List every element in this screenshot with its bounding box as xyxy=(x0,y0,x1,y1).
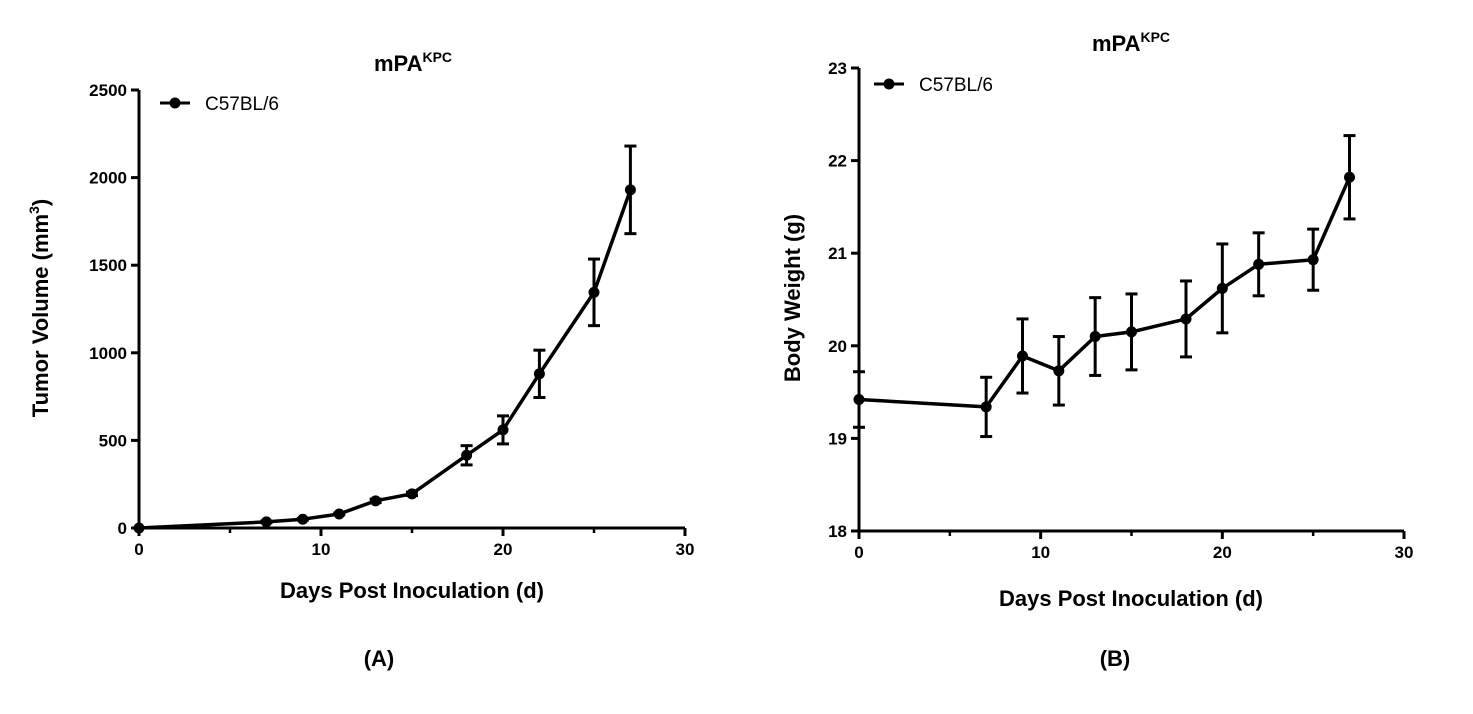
y-tick-label: 0 xyxy=(118,519,127,538)
data-point xyxy=(297,513,309,525)
data-point xyxy=(333,508,345,520)
data-point xyxy=(260,516,272,528)
chart-title: mPAKPC xyxy=(1092,29,1170,56)
y-tick-label: 23 xyxy=(828,59,847,78)
data-point xyxy=(980,401,992,413)
x-tick-label: 0 xyxy=(854,543,863,562)
legend-marker xyxy=(883,78,895,90)
data-point xyxy=(1344,171,1355,183)
y-tick-label: 20 xyxy=(828,337,847,356)
x-tick-label: 10 xyxy=(1031,543,1050,562)
y-tick-label: 22 xyxy=(828,152,847,171)
panel-label: (A) xyxy=(364,646,395,671)
y-tick-label: 19 xyxy=(828,429,847,448)
panel-label: (B) xyxy=(1100,646,1131,671)
series-line xyxy=(138,189,633,530)
series-line xyxy=(858,176,1352,409)
y-tick-label: 2500 xyxy=(89,81,127,100)
x-axis-label: Days Post Inoculation (d) xyxy=(999,586,1263,611)
y-tick-label: 1500 xyxy=(89,256,127,275)
data-point xyxy=(1017,350,1028,362)
legend: C57BL/6 xyxy=(160,94,279,115)
legend-label: C57BL/6 xyxy=(919,75,993,96)
y-tick-label: 2000 xyxy=(89,169,127,188)
data-point xyxy=(624,184,636,196)
x-tick-label: 30 xyxy=(1395,543,1414,562)
data-point xyxy=(533,368,545,380)
chart-panel-b: mPAKPC Body Weight (g) Days Post Inocula… xyxy=(780,29,1413,671)
y-tick-label: 1000 xyxy=(89,344,127,363)
data-point xyxy=(461,449,473,461)
data-point xyxy=(1053,365,1065,377)
data-point xyxy=(406,488,418,500)
y-axis-label: Body Weight (g) xyxy=(780,214,805,382)
x-tick-label: 30 xyxy=(676,540,695,559)
chart-panel-a: mPAKPC Tumor Volume (mm3) Days Post Inoc… xyxy=(26,49,694,671)
data-point xyxy=(853,394,865,406)
data-point xyxy=(1089,331,1101,343)
data-point xyxy=(370,495,382,507)
data-point xyxy=(1216,282,1228,294)
x-tick-label: 10 xyxy=(312,540,331,559)
data-point xyxy=(1307,254,1319,266)
data-point xyxy=(133,522,145,534)
x-tick-label: 20 xyxy=(494,540,513,559)
data-point xyxy=(588,286,600,298)
y-tick-label: 18 xyxy=(828,522,847,541)
x-axis-label: Days Post Inoculation (d) xyxy=(280,578,544,603)
data-point xyxy=(497,424,509,436)
x-tick-label: 0 xyxy=(134,540,143,559)
y-tick-label: 500 xyxy=(99,431,127,450)
x-tick-label: 20 xyxy=(1213,543,1232,562)
chart-title: mPAKPC xyxy=(374,49,452,76)
y-axis-label: Tumor Volume (mm3) xyxy=(26,199,53,417)
legend-marker xyxy=(169,97,181,109)
data-point xyxy=(1253,258,1265,270)
legend: C57BL/6 xyxy=(874,75,993,96)
data-point xyxy=(1126,326,1137,338)
legend-label: C57BL/6 xyxy=(205,94,279,115)
data-point xyxy=(1180,313,1192,325)
y-tick-label: 21 xyxy=(828,244,847,263)
